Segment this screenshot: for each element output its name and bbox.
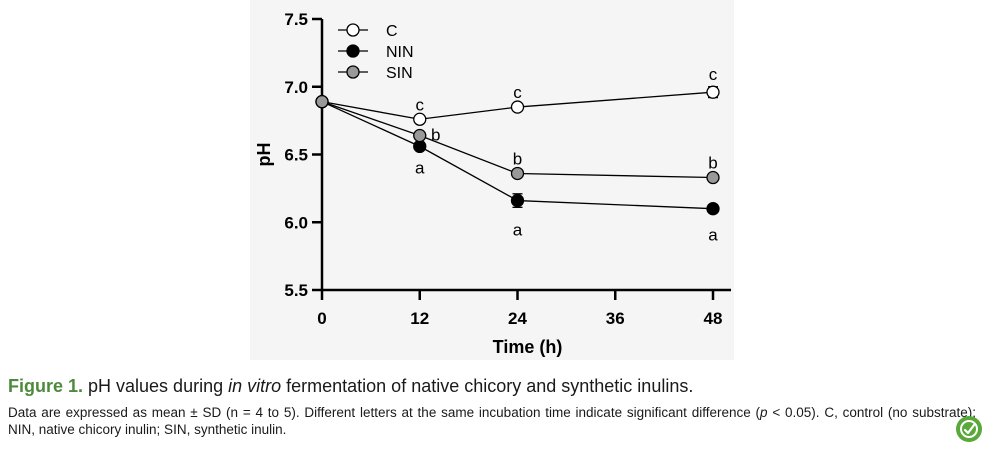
significance-letter: a: [513, 221, 523, 240]
significance-letter: b: [431, 126, 440, 145]
legend-label: SIN: [386, 65, 413, 82]
figure-caption-title: Figure 1. pH values during in vitro ferm…: [8, 376, 693, 397]
caption-note-p-value: p: [760, 405, 768, 420]
y-tick-label: 6.0: [284, 213, 308, 232]
data-point-sin: [510, 166, 525, 181]
significance-letter: c: [709, 65, 718, 84]
data-point-c: [706, 85, 720, 99]
x-tick-label: 0: [317, 309, 326, 328]
y-tick-label: 6.5: [284, 146, 308, 165]
caption-title-part-1: pH values during: [83, 376, 229, 396]
series-line-sin: [321, 101, 714, 179]
figure-caption-note: Data are expressed as mean ± SD (n = 4 t…: [8, 404, 976, 438]
data-point-nin: [706, 202, 720, 216]
x-tick-label: 12: [410, 309, 429, 328]
plot-panel: [250, 0, 734, 360]
series-line-c: [321, 91, 714, 120]
data-point-sin: [315, 95, 329, 109]
y-tick-label: 7.5: [284, 10, 308, 29]
significance-letter: a: [708, 226, 718, 245]
data-point-sin: [413, 128, 427, 143]
caption-title-part-2: fermentation of native chicory and synth…: [281, 376, 694, 396]
leaf-icon: [960, 420, 978, 438]
data-point-c: [510, 100, 525, 114]
significance-letter: c: [513, 83, 522, 102]
significance-letter: b: [708, 154, 717, 173]
data-point-sin: [706, 170, 720, 185]
caption-note-part-1: Data are expressed as mean ± SD (n = 4 t…: [8, 405, 761, 420]
legend-label: NIN: [386, 44, 414, 61]
x-tick-label: 24: [508, 309, 527, 328]
y-tick-label: 5.5: [284, 281, 308, 300]
legend-marker: [346, 23, 360, 37]
caption-note-part-2: < 0.05). C, control (no substrate); NIN,…: [8, 405, 976, 437]
significance-letter: b: [513, 149, 522, 168]
data-point-c: [413, 112, 427, 126]
y-axis-title: pH: [254, 143, 274, 167]
x-axis-title: Time (h): [493, 337, 563, 357]
leaf-badge-icon[interactable]: [956, 416, 982, 442]
series-line-nin: [321, 101, 714, 210]
legend-marker: [346, 65, 360, 79]
y-tick-label: 7.0: [284, 78, 308, 97]
figure-number: Figure 1.: [8, 376, 84, 396]
data-point-nin: [510, 193, 525, 208]
x-tick-label: 36: [606, 309, 625, 328]
legend-label: C: [386, 23, 398, 40]
x-tick-label: 48: [704, 309, 723, 328]
significance-letter: c: [416, 95, 425, 114]
significance-letter: a: [415, 158, 425, 177]
legend-marker: [346, 44, 360, 58]
caption-title-italic: in vitro: [228, 376, 282, 396]
